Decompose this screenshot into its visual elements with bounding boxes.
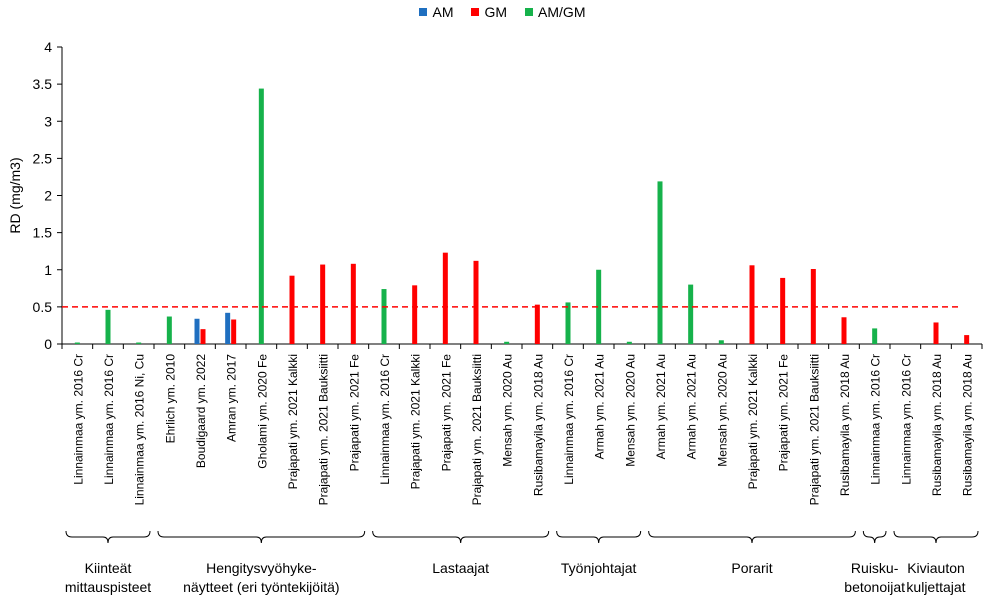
x-tick-label: Linnainmaa ym. 2016 Cr [562,354,576,485]
y-tick-label: 3.5 [33,76,53,92]
legend-item-amgm: AM/GM [525,4,586,20]
bar-amgm [74,342,80,344]
y-tick-label: 1 [44,262,52,278]
x-tick-label: Prajapati ym. 2021 Bauksiitti [807,354,821,505]
legend-item-gm: GM [471,4,507,20]
bar-amgm [718,340,724,344]
bar-amgm [258,88,264,344]
bar-amgm [688,284,694,344]
group-bracket [157,530,366,544]
group-label: betonoijat [844,579,905,595]
bar-gm [534,304,540,344]
group-bracket [65,530,151,544]
group-label: Kiinteät [85,560,132,576]
bar-amgm [565,302,571,344]
group-bracket [862,530,887,544]
bar-amgm [626,341,632,344]
group-bracket [556,530,642,544]
x-tick-label: Prajapati ym. 2021 Fe [347,354,361,472]
x-tick-label: Prajapati ym. 2021 Kalkki [746,354,760,489]
x-tick-label: Rusibamayila ym. 2018 Au [961,354,975,496]
x-tick-label: Linnainmaa ym. 2016 Cr [899,354,913,485]
bar-gm [200,329,206,344]
x-tick-label: Linnainmaa ym. 2016 Cr [71,354,85,485]
bar-gm [933,322,939,344]
bar-gm [442,252,448,344]
group-label: näytteet (eri työntekijöitä) [183,579,339,595]
x-tick-label: Armah ym. 2021 Au [654,354,668,459]
bar-gm [289,275,295,344]
x-tick-label: Rusibamayila ym. 2018 Au [531,354,545,496]
x-tick-label: Prajapati ym. 2021 Bauksiitti [317,354,331,505]
x-tick-label: Amran ym. 2017 [225,354,239,442]
bar-am [194,318,200,344]
bar-gm [780,277,786,344]
group-bracket [372,530,550,544]
y-tick-label: 0.5 [33,299,53,315]
x-tick-label: Prajapati ym. 2021 Fe [777,354,791,472]
x-tick-label: Prajapati ym. 2021 Kalkki [286,354,300,489]
x-tick-label: Ehrlich ym. 2010 [163,354,177,444]
group-label: kuljettajat [906,579,965,595]
legend-swatch-amgm [525,8,534,16]
bar-gm [964,335,970,344]
bar-gm [841,317,847,344]
bar-gm [231,319,237,344]
bar-amgm [166,316,172,344]
bar-amgm [105,309,111,344]
x-tick-label: Armah ym. 2021 Au [685,354,699,459]
legend-swatch-gm [471,8,480,16]
x-tick-label: Boudigaard ym. 2022 [194,354,208,468]
x-tick-label: Prajapati ym. 2021 Fe [439,354,453,472]
x-tick-label: Gholami ym. 2020 Fe [255,354,269,469]
bar-gm [412,285,418,344]
x-tick-label: Prajapati ym. 2021 Bauksiitti [470,354,484,505]
bar-gm [473,260,479,344]
x-tick-label: Linnainmaa ym. 2016 Ni, Cu [133,354,147,505]
x-tick-label: Armah ym. 2021 Au [593,354,607,459]
bar-gm [320,264,326,344]
bar-amgm [504,341,510,344]
group-label: Lastaajat [432,560,489,576]
bar-amgm [657,181,663,344]
bar-am [225,312,231,344]
y-axis-label: RD (mg/m3) [7,157,23,233]
x-tick-label: Linnainmaa ym. 2016 Cr [869,354,883,485]
group-label: Hengitysvyöhyke- [206,560,317,576]
y-tick-label: 2 [44,188,52,204]
bar-gm [350,263,356,344]
group-label: Työnjohtajat [561,560,637,576]
legend-label-am: AM [432,4,454,20]
bar-amgm [872,328,878,344]
x-tick-label: Mensah ym. 2020 Au [623,354,637,467]
group-bracket [893,530,979,544]
y-tick-label: 3 [44,113,52,129]
y-tick-label: 2.5 [33,150,53,166]
legend-label-gm: GM [484,4,508,20]
y-tick-label: 4 [44,39,52,55]
legend-item-am: AM [419,4,453,20]
group-label: Kiviauton [907,560,965,576]
bar-amgm [136,342,142,344]
x-tick-label: Mensah ym. 2020 Au [715,354,729,467]
x-tick-label: Linnainmaa ym. 2016 Cr [378,354,392,485]
x-tick-label: Rusibamayila ym. 2018 Au [930,354,944,496]
y-tick-label: 1.5 [33,225,53,241]
chart-legend: AM GM AM/GM [0,4,1005,20]
x-tick-label: Prajapati ym. 2021 Kalkki [409,354,423,489]
legend-label-amgm: AM/GM [538,4,586,20]
x-tick-label: Rusibamayila ym. 2018 Au [838,354,852,496]
group-label: Ruisku- [851,560,899,576]
bar-amgm [381,289,387,344]
group-bracket [648,530,856,544]
x-tick-label: Linnainmaa ym. 2016 Cr [102,354,116,485]
y-tick-label: 0 [44,336,52,352]
x-tick-label: Mensah ym. 2020 Au [501,354,515,467]
legend-swatch-am [419,8,428,16]
bar-gm [749,265,755,344]
group-label: mittauspisteet [65,579,151,595]
bar-amgm [596,269,602,344]
group-label: Porarit [731,560,772,576]
